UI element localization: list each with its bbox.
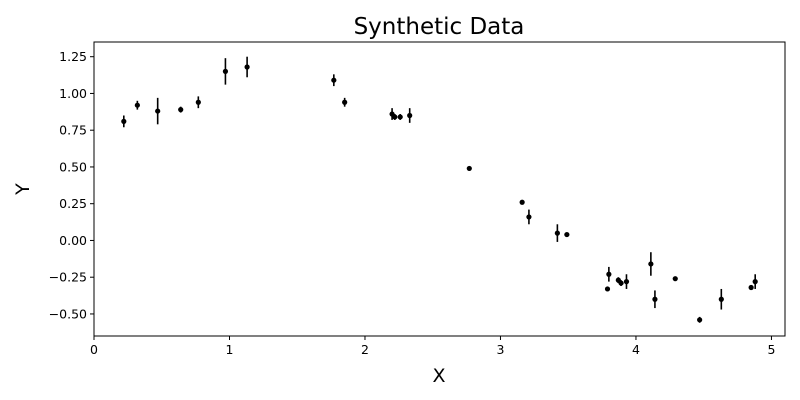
chart-title: Synthetic Data [354, 14, 525, 40]
data-point [222, 68, 229, 74]
y-axis-ticks: −0.50 −0.25 0.00 0.25 0.50 0.75 1.00 1.25 [49, 49, 94, 321]
data-point [606, 271, 612, 277]
x-axis-ticks: 0 1 2 3 4 5 [90, 336, 775, 357]
y-tick-label: −0.25 [49, 270, 87, 285]
x-tick-label: 2 [361, 342, 369, 357]
data-point [604, 286, 611, 292]
data-point [752, 279, 758, 285]
y-axis-label: Y [12, 183, 34, 196]
data-point [121, 118, 127, 124]
y-tick-label: 0.50 [59, 159, 87, 174]
data-point [392, 114, 398, 120]
y-tick-label: 1.00 [59, 86, 87, 101]
data-point [564, 231, 570, 238]
data-point [748, 284, 754, 291]
data-point [178, 107, 184, 113]
x-tick-label: 5 [767, 342, 775, 357]
data-point [618, 280, 624, 286]
data-point [554, 230, 560, 236]
y-tick-label: 0.75 [59, 123, 87, 138]
data-point [623, 279, 630, 285]
data-point [519, 199, 525, 205]
data-point [134, 102, 140, 108]
x-tick-label: 0 [90, 342, 98, 357]
data-point [697, 317, 703, 323]
x-tick-label: 1 [226, 342, 234, 357]
data-point [244, 64, 250, 70]
data-point [407, 112, 413, 119]
y-tick-label: 1.25 [59, 49, 87, 64]
x-tick-label: 4 [632, 342, 640, 357]
data-point [155, 108, 161, 114]
plot-area-frame [93, 41, 786, 337]
x-tick-label: 3 [496, 342, 504, 357]
data-point [672, 276, 678, 282]
x-axis-label: X [432, 365, 445, 387]
data-point [718, 296, 724, 302]
data-point [331, 77, 337, 83]
data-point [466, 165, 472, 172]
data-point [648, 261, 654, 267]
data-point [342, 99, 348, 105]
data-points [121, 56, 758, 323]
y-tick-label: −0.50 [49, 306, 87, 321]
data-point [397, 114, 403, 120]
y-tick-label: 0.00 [59, 233, 87, 248]
data-point [652, 296, 658, 302]
data-point [195, 99, 201, 105]
y-tick-label: 0.25 [59, 196, 87, 211]
data-point [526, 214, 532, 220]
